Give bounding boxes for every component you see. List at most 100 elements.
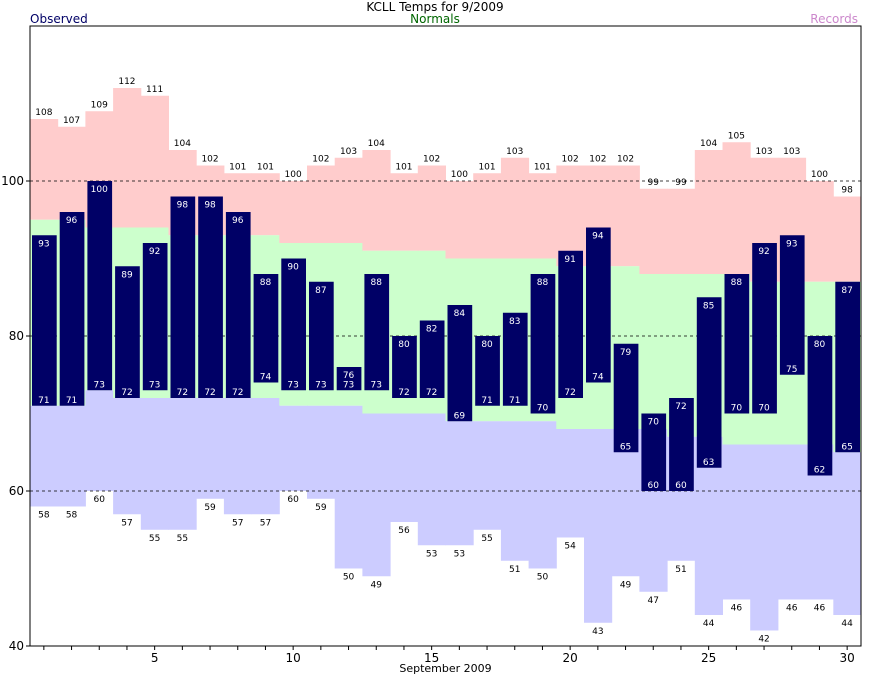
record-low-label: 57: [232, 518, 243, 528]
record-low-label: 58: [38, 511, 50, 521]
observed-low-label: 73: [315, 380, 326, 390]
record-high-label: 103: [755, 147, 772, 157]
record-low-band: [833, 452, 862, 615]
observed-bar: [364, 274, 390, 391]
observed-bar: [142, 243, 168, 391]
record-low-band: [528, 421, 557, 569]
observed-low-label: 72: [398, 388, 409, 398]
observed-high-label: 88: [731, 278, 743, 288]
observed-bar: [253, 274, 279, 383]
record-low-band: [223, 398, 253, 515]
record-high-band: [417, 165, 446, 251]
x-tick-label: 25: [701, 651, 716, 665]
record-low-label: 44: [841, 619, 853, 629]
record-high-label: 99: [675, 178, 687, 188]
observed-high-label: 83: [509, 317, 520, 327]
record-low-band: [251, 398, 280, 515]
legend-observed: Observed: [30, 12, 88, 26]
record-low-band: [196, 398, 225, 499]
legend-records: Records: [810, 12, 858, 26]
record-high-band: [556, 165, 585, 267]
observed-high-label: 91: [564, 255, 575, 265]
record-high-band: [500, 157, 530, 259]
record-low-band: [750, 444, 779, 631]
record-high-label: 99: [648, 178, 660, 188]
observed-bar: [447, 305, 473, 422]
record-low-band: [722, 444, 751, 600]
record-high-band: [279, 181, 308, 243]
record-low-label: 51: [509, 565, 520, 575]
record-high-label: 101: [257, 162, 274, 172]
record-low-label: 49: [620, 580, 632, 590]
record-low-label: 53: [454, 549, 465, 559]
record-high-label: 104: [700, 139, 717, 149]
record-low-band: [390, 413, 419, 522]
record-low-label: 50: [537, 573, 549, 583]
observed-low-label: 70: [758, 404, 770, 414]
record-low-label: 51: [675, 565, 686, 575]
record-low-label: 54: [564, 542, 576, 552]
record-low-label: 55: [149, 534, 160, 544]
record-high-label: 102: [589, 155, 606, 165]
record-high-label: 100: [285, 170, 302, 180]
record-high-band: [473, 173, 502, 259]
record-high-band: [445, 181, 474, 259]
record-low-label: 60: [94, 495, 106, 505]
observed-bar: [752, 243, 777, 414]
observed-bar: [32, 235, 57, 406]
record-low-label: 57: [260, 518, 271, 528]
record-high-band: [611, 165, 640, 267]
record-high-band: [30, 119, 59, 220]
record-low-label: 56: [398, 526, 410, 536]
observed-bar: [641, 413, 667, 491]
x-tick-label: 15: [424, 651, 439, 665]
observed-high-label: 76: [343, 371, 355, 381]
observed-bar: [724, 274, 750, 414]
record-high-label: 103: [340, 147, 357, 157]
record-low-band: [362, 413, 391, 577]
observed-bar: [309, 281, 334, 391]
record-high-label: 101: [534, 162, 551, 172]
record-high-label: 101: [478, 162, 495, 172]
observed-high-label: 80: [814, 340, 826, 350]
record-low-label: 46: [814, 604, 826, 614]
observed-low-label: 62: [814, 466, 825, 476]
record-high-label: 108: [35, 108, 52, 118]
observed-low-label: 60: [648, 481, 660, 491]
observed-low-label: 71: [38, 396, 49, 406]
record-high-label: 104: [368, 139, 385, 149]
legend-normals: Normals: [410, 12, 460, 26]
observed-high-label: 84: [454, 309, 466, 319]
record-high-label: 105: [728, 131, 745, 141]
record-high-band: [334, 157, 363, 243]
record-low-band: [113, 398, 142, 515]
observed-high-label: 93: [786, 239, 797, 249]
observed-low-label: 73: [371, 380, 382, 390]
observed-high-label: 96: [232, 216, 244, 226]
record-low-label: 55: [481, 534, 492, 544]
record-high-label: 102: [312, 155, 329, 165]
record-high-band: [528, 173, 557, 259]
record-high-band: [694, 150, 723, 274]
record-high-band: [833, 196, 862, 282]
y-tick-label: 40: [9, 639, 24, 653]
observed-high-label: 70: [648, 418, 660, 428]
record-high-band: [251, 173, 280, 236]
observed-bar: [530, 274, 556, 414]
y-tick-label: 100: [1, 174, 24, 188]
observed-low-label: 73: [149, 380, 160, 390]
record-high-label: 103: [783, 147, 800, 157]
observed-bar: [502, 312, 528, 406]
x-tick-label: 10: [286, 651, 301, 665]
observed-low-label: 72: [204, 388, 215, 398]
observed-low-label: 72: [564, 388, 575, 398]
record-low-band: [584, 429, 613, 623]
record-low-band: [30, 405, 59, 507]
record-high-band: [113, 88, 142, 228]
record-low-band: [57, 405, 86, 507]
observed-bar: [807, 336, 833, 476]
record-low-label: 49: [371, 580, 383, 590]
record-low-label: 47: [648, 596, 659, 606]
observed-high-label: 98: [177, 201, 189, 211]
record-high-band: [390, 173, 419, 251]
